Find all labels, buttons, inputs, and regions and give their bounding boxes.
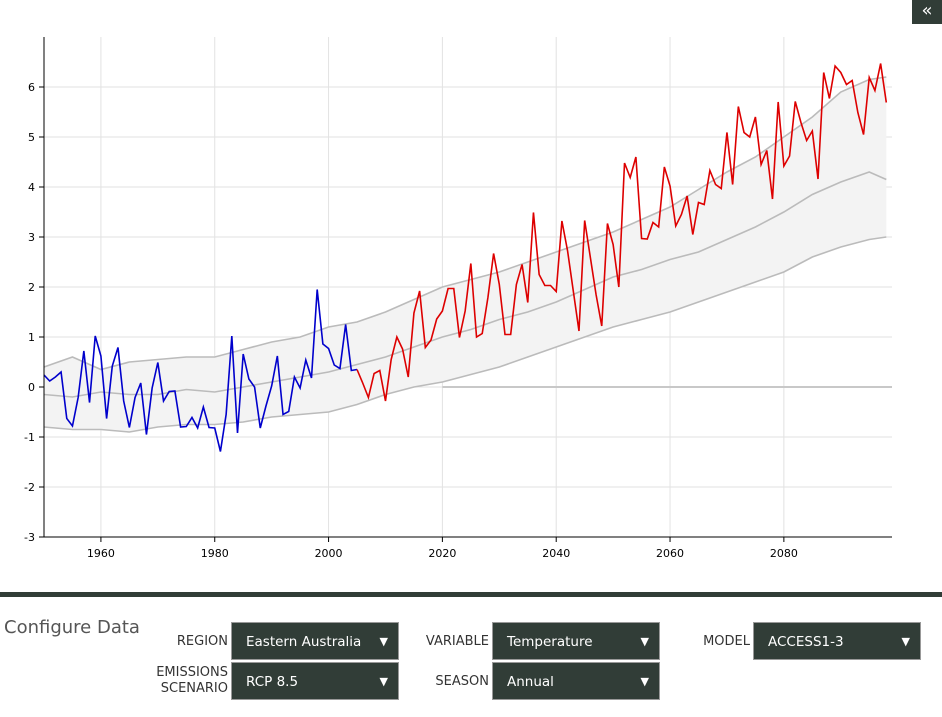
model-label: MODEL	[703, 634, 750, 649]
season-select[interactable]: Annual ▼	[492, 662, 660, 700]
y-tick-label: -2	[24, 481, 35, 494]
band-upper-line	[43, 76, 887, 371]
x-tick-label: 1980	[201, 547, 229, 560]
x-tick-label: 1960	[87, 547, 115, 560]
y-tick-label: 4	[28, 181, 35, 194]
y-tick-label: 6	[28, 81, 35, 94]
band-lower-line	[43, 236, 887, 433]
chevron-down-icon: ▼	[379, 635, 388, 648]
model-value: ACCESS1-3	[768, 634, 844, 650]
model-select[interactable]: ACCESS1-3 ▼	[753, 622, 921, 660]
chevron-down-icon: ▼	[901, 635, 910, 648]
x-tick-label: 2020	[428, 547, 456, 560]
x-tick-label: 2080	[770, 547, 798, 560]
x-tick-label: 2000	[315, 547, 343, 560]
season-value: Annual	[507, 674, 554, 690]
configure-data-panel: Configure Data REGION Eastern Australia ▼…	[0, 592, 942, 717]
y-tick-label: -1	[24, 431, 35, 444]
y-tick-label: 2	[28, 281, 35, 294]
model-range-band	[44, 77, 887, 432]
chevron-down-icon: ▼	[379, 675, 388, 688]
x-tick-label: 2060	[656, 547, 684, 560]
x-tick-label: 2040	[542, 547, 570, 560]
scenario-label-line2: SCENARIO	[160, 681, 228, 696]
y-tick-label: -3	[24, 531, 35, 544]
projection-series-line	[356, 63, 888, 402]
panel-title: Configure Data	[4, 617, 140, 638]
variable-label: VARIABLE	[425, 634, 489, 649]
y-tick-label: 3	[28, 231, 35, 244]
region-label: REGION	[176, 634, 228, 649]
region-value: Eastern Australia	[246, 634, 362, 650]
chevron-down-icon: ▼	[640, 635, 649, 648]
chevron-down-icon: ▼	[640, 675, 649, 688]
season-label: SEASON	[435, 674, 489, 689]
scenario-value: RCP 8.5	[246, 674, 299, 690]
y-tick-label: 1	[28, 331, 35, 344]
variable-value: Temperature	[507, 634, 593, 650]
region-select[interactable]: Eastern Australia ▼	[231, 622, 399, 660]
scenario-label: EMISSIONS SCENARIO	[140, 665, 228, 697]
scenario-select[interactable]: RCP 8.5 ▼	[231, 662, 399, 700]
historical-series-line	[43, 289, 358, 452]
variable-select[interactable]: Temperature ▼	[492, 622, 660, 660]
temperature-chart: -3 -2 -1 0 1 2 3 4 5 6 1960 1980 2000 2020 2040 2060 208…	[24, 37, 892, 560]
y-tick-label: 5	[28, 131, 35, 144]
collapse-button[interactable]: «	[912, 0, 942, 24]
band-median-line	[43, 171, 887, 398]
y-tick-label: 0	[28, 381, 35, 394]
scenario-label-line1: EMISSIONS	[156, 665, 228, 680]
